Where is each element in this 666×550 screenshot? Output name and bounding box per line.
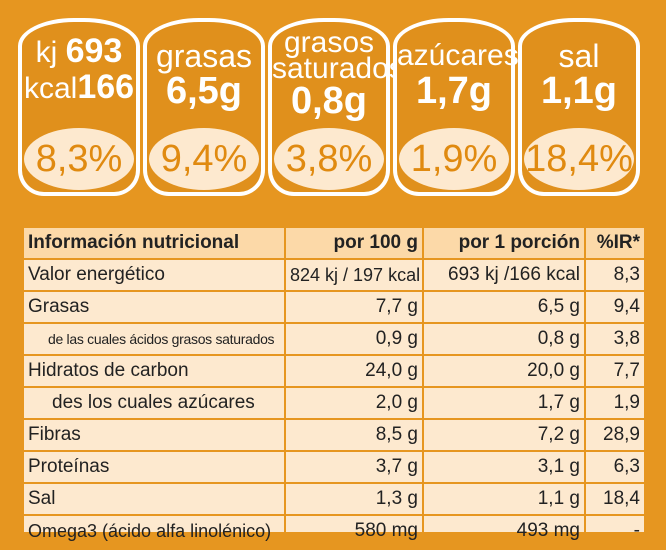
row-portion: 7,2 g <box>423 419 585 451</box>
row-per100: 3,7 g <box>285 451 423 483</box>
sugars-label: azúcares <box>397 40 511 72</box>
sugars-percent: 1,9% <box>399 128 509 190</box>
row-name: Proteínas <box>23 451 285 483</box>
table-row: Fibras 8,5 g 7,2 g 28,9 <box>23 419 645 451</box>
row-name: Hidratos de carbon <box>23 355 285 387</box>
energy-badge: kj 693 kcal166 8,3% <box>18 18 140 196</box>
saturated-percent: 3,8% <box>274 128 384 190</box>
row-per100: 1,3 g <box>285 483 423 515</box>
row-portion: 1,1 g <box>423 483 585 515</box>
header-info: Información nutricional <box>23 227 285 259</box>
row-portion: 493 mg <box>423 515 585 547</box>
saturated-label-b: saturados <box>272 56 386 82</box>
kj-line: kj 693 <box>22 34 136 70</box>
row-name: Valor energético <box>23 259 285 291</box>
header-ir: %IR* <box>585 227 645 259</box>
row-per100: 824 kj / 197 kcal <box>285 259 423 291</box>
row-portion: 1,7 g <box>423 387 585 419</box>
row-name: Grasas <box>23 291 285 323</box>
salt-value: 1,1g <box>522 72 636 110</box>
sugars-badge: azúcares 1,7g 1,9% <box>393 18 515 196</box>
nutrition-badges: kj 693 kcal166 8,3% grasas 6,5g 9,4% gra… <box>0 0 666 210</box>
row-portion: 20,0 g <box>423 355 585 387</box>
row-ir: - <box>585 515 645 547</box>
row-ir: 9,4 <box>585 291 645 323</box>
row-name: Omega3 (ácido alfa linolénico) <box>23 515 285 547</box>
table-row: Hidratos de carbon 24,0 g 20,0 g 7,7 <box>23 355 645 387</box>
energy-percent: 8,3% <box>24 128 134 190</box>
row-name: Fibras <box>23 419 285 451</box>
row-per100: 580 mg <box>285 515 423 547</box>
row-ir: 7,7 <box>585 355 645 387</box>
salt-label: sal <box>522 40 636 72</box>
saturated-value: 0,8g <box>272 82 386 120</box>
fat-label: grasas <box>147 40 261 72</box>
saturated-badge: grasos saturados 0,8g 3,8% <box>268 18 390 196</box>
sugars-value: 1,7g <box>397 72 511 110</box>
row-per100: 0,9 g <box>285 323 423 355</box>
fat-percent: 9,4% <box>149 128 259 190</box>
row-ir: 8,3 <box>585 259 645 291</box>
table-row: Grasas 7,7 g 6,5 g 9,4 <box>23 291 645 323</box>
kj-value: 693 <box>66 32 123 70</box>
row-ir: 28,9 <box>585 419 645 451</box>
row-ir: 6,3 <box>585 451 645 483</box>
row-portion: 693 kj /166 kcal <box>423 259 585 291</box>
salt-badge: sal 1,1g 18,4% <box>518 18 640 196</box>
row-portion: 0,8 g <box>423 323 585 355</box>
kcal-value: 166 <box>77 68 134 106</box>
kcal-label: kcal <box>24 72 77 105</box>
fat-value: 6,5g <box>147 72 261 110</box>
row-per100: 8,5 g <box>285 419 423 451</box>
table-row: Sal 1,3 g 1,1 g 18,4 <box>23 483 645 515</box>
header-portion: por 1 porción <box>423 227 585 259</box>
table-row: des los cuales azúcares 2,0 g 1,7 g 1,9 <box>23 387 645 419</box>
salt-percent: 18,4% <box>524 128 634 190</box>
row-per100: 7,7 g <box>285 291 423 323</box>
row-per100: 2,0 g <box>285 387 423 419</box>
header-per100: por 100 g <box>285 227 423 259</box>
table-row: Proteínas 3,7 g 3,1 g 6,3 <box>23 451 645 483</box>
kcal-line: kcal166 <box>22 70 136 106</box>
fat-badge: grasas 6,5g 9,4% <box>143 18 265 196</box>
row-ir: 18,4 <box>585 483 645 515</box>
table-row: de las cuales ácidos grasos saturados 0,… <box>23 323 645 355</box>
row-name: des los cuales azúcares <box>23 387 285 419</box>
table-header: Información nutricional por 100 g por 1 … <box>23 227 645 259</box>
table-row: Valor energético 824 kj / 197 kcal 693 k… <box>23 259 645 291</box>
row-per100: 24,0 g <box>285 355 423 387</box>
row-ir: 3,8 <box>585 323 645 355</box>
row-portion: 6,5 g <box>423 291 585 323</box>
row-name: de las cuales ácidos grasos saturados <box>23 323 285 355</box>
row-portion: 3,1 g <box>423 451 585 483</box>
kj-label: kj <box>36 36 58 69</box>
row-ir: 1,9 <box>585 387 645 419</box>
table-row: Omega3 (ácido alfa linolénico) 580 mg 49… <box>23 515 645 547</box>
row-name: Sal <box>23 483 285 515</box>
nutrition-table: Información nutricional por 100 g por 1 … <box>22 226 644 532</box>
